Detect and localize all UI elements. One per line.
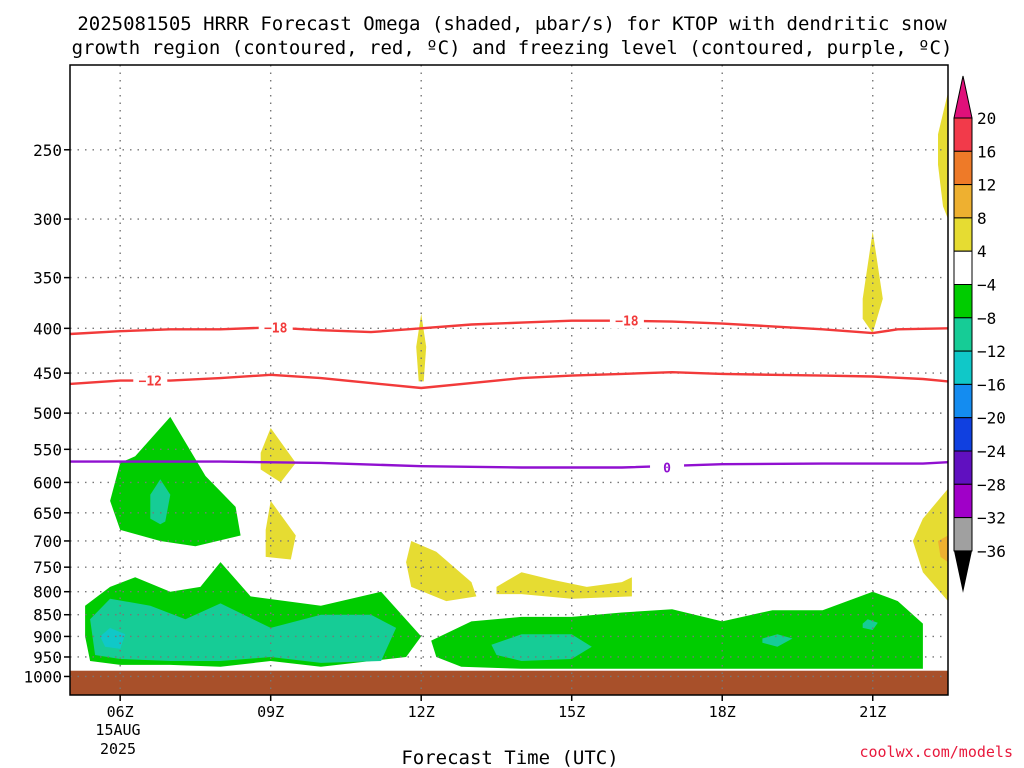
colorbar-label-6: −8	[977, 309, 996, 328]
contour-line-0	[69, 319, 949, 336]
contour-label-bg-1-0	[133, 372, 168, 389]
colorbar-segment-11	[953, 483, 973, 519]
colorbar-label-10: −24	[977, 442, 1006, 461]
x-tick-label-12: 12Z	[408, 703, 435, 721]
omega-region-3	[90, 598, 397, 663]
x-axis-label: Forecast Time (UTC)	[401, 747, 618, 768]
y-tick-label-800: 800	[33, 583, 62, 602]
omega-region-17	[938, 535, 948, 563]
colorbar-segment-9	[953, 417, 973, 452]
colorbar-segment-4	[953, 250, 973, 285]
omega-colorbar: 20 16 12 8 4 −4 −8 −12 −16 −20 −24 −28 −32 −36	[953, 75, 1006, 593]
y-tick-label-350: 350	[33, 269, 62, 288]
y-tick-label-550: 550	[33, 440, 62, 459]
omega-region-5	[150, 479, 171, 525]
y-tick-label-300: 300	[33, 210, 62, 229]
colorbar-segment-5	[953, 284, 973, 319]
y-tick-label-850: 850	[33, 606, 62, 625]
colorbar-segment-2	[953, 184, 973, 219]
x-tick-label-6: 06Z	[107, 703, 134, 721]
ground-fill	[70, 670, 948, 695]
y-tick-label-400: 400	[33, 319, 62, 338]
omega-region-13	[416, 313, 427, 382]
omega-region-16	[912, 488, 948, 602]
colorbar-segment-8	[953, 383, 973, 419]
colorbar-label-4: 4	[977, 242, 987, 261]
omega-region-2	[431, 591, 923, 669]
colorbar-segment-3	[953, 217, 973, 252]
y-tick-label-1000: 1000	[23, 667, 62, 686]
ground-layer	[70, 670, 948, 695]
colorbar-top-arrow	[953, 75, 973, 119]
y-tick-label-750: 750	[33, 558, 62, 577]
omega-region-6	[762, 634, 793, 647]
omega-region-14	[862, 231, 883, 334]
y-tick-label-900: 900	[33, 627, 62, 646]
contour-label-bg-0-0	[258, 319, 293, 336]
y-tick-label-700: 700	[33, 532, 62, 551]
contour-label-1-0: −12	[139, 375, 162, 390]
omega-region-1	[110, 416, 241, 547]
colorbar-segment-1	[953, 150, 973, 186]
y-tick-label-600: 600	[33, 473, 62, 492]
x-tick-label-18: 18Z	[709, 703, 736, 721]
x-tick-label-21: 21Z	[859, 703, 886, 721]
contour-label-2-0: 0	[663, 462, 671, 477]
date-line-1: 15AUG	[95, 721, 140, 739]
colorbar-label-13: −36	[977, 542, 1006, 561]
x-tick-label-15: 15Z	[558, 703, 585, 721]
contour-label-0-0: −18	[264, 321, 288, 336]
colorbar-label-3: 8	[977, 209, 987, 228]
date-line-2: 2025	[100, 740, 136, 758]
omega-shading-layer	[85, 92, 948, 669]
colorbar-label-8: −16	[977, 375, 1006, 394]
x-tick-label-9: 09Z	[257, 703, 284, 721]
colorbar-label-1: 16	[977, 142, 996, 161]
colorbar-segment-10	[953, 450, 973, 485]
contour-label-bg-0-1	[609, 312, 644, 329]
y-tick-label-250: 250	[33, 141, 62, 160]
omega-region-4	[491, 634, 592, 661]
omega-region-12	[496, 572, 632, 599]
colorbar-label-0: 20	[977, 109, 996, 128]
credit-text: coolwx.com/models	[859, 743, 1013, 761]
colorbar-segment-0	[953, 117, 973, 152]
colorbar-bottom-arrow	[954, 550, 972, 593]
colorbar-label-5: −4	[977, 276, 996, 295]
y-tick-label-650: 650	[33, 504, 62, 523]
contour-label-0-1: −18	[615, 315, 639, 330]
colorbar-segment-12	[953, 517, 973, 552]
omega-region-9	[260, 428, 296, 483]
contour-line-2	[70, 460, 949, 469]
plot-frame	[69, 64, 949, 696]
omega-region-7	[862, 619, 878, 630]
omega-region-8	[100, 627, 126, 649]
colorbar-label-9: −20	[977, 409, 1006, 428]
omega-region-15	[938, 92, 948, 219]
colorbar-label-2: 12	[977, 176, 996, 195]
chart-title: 2025081505 HRRR Forecast Omega (shaded, …	[77, 13, 947, 35]
contour-label-bg-2-0	[650, 459, 685, 476]
y-tick-label-950: 950	[33, 648, 62, 667]
temperature-contour-layer: −18 −18 −12 0	[69, 312, 949, 477]
y-tick-label-450: 450	[33, 364, 62, 383]
colorbar-label-11: −28	[977, 475, 1006, 494]
chart-subtitle: growth region (contoured, red, ºC) and f…	[72, 37, 953, 59]
contour-line-1	[69, 370, 949, 390]
omega-region-10	[265, 500, 296, 560]
colorbar-label-12: −32	[977, 509, 1006, 528]
colorbar-segment-7	[953, 350, 973, 385]
colorbar-segment-6	[953, 317, 973, 352]
time-axis: 06Z 09Z 12Z 15Z 18Z 21Z	[107, 695, 886, 721]
colorbar-label-7: −12	[977, 342, 1006, 361]
pressure-axis: 250 300 350 400 450 500 550 600 650 700 750 800 850 9…	[23, 141, 70, 686]
y-tick-label-500: 500	[33, 404, 62, 423]
omega-region-11	[406, 541, 477, 602]
